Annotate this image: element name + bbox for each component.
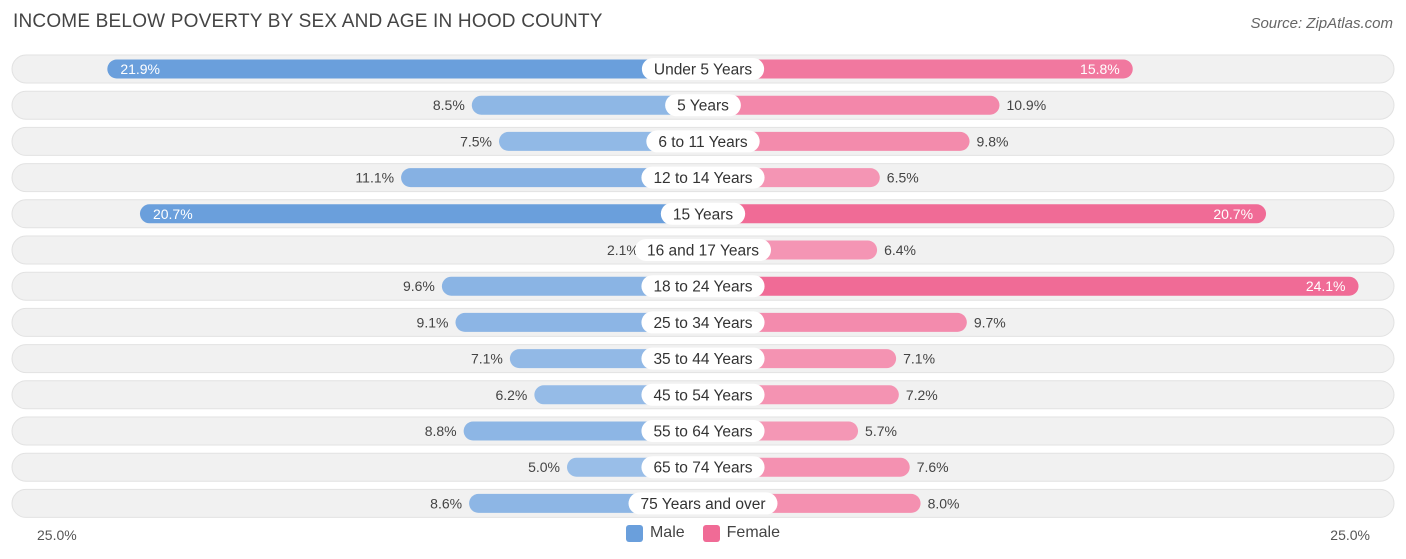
source-credit: Source: ZipAtlas.com — [1250, 15, 1393, 32]
value-label-female: 10.9% — [1006, 97, 1046, 113]
category-label: 45 to 54 Years — [653, 387, 752, 404]
category-pill — [646, 130, 760, 153]
value-label-female: 6.4% — [884, 242, 916, 258]
value-label-female: 9.8% — [977, 133, 1009, 149]
category-label: 25 to 34 Years — [653, 315, 752, 332]
category-label: Under 5 Years — [654, 62, 752, 79]
value-label-male: 6.2% — [495, 387, 527, 403]
chart-title: INCOME BELOW POVERTY BY SEX AND AGE IN H… — [13, 11, 603, 32]
category-pill — [665, 94, 741, 117]
category-pill — [660, 202, 746, 225]
value-label-female: 7.2% — [906, 387, 938, 403]
value-label-female: 24.1% — [1306, 278, 1346, 294]
bar-male — [455, 312, 703, 332]
value-label-male: 8.6% — [430, 495, 462, 511]
category-pill — [641, 275, 765, 298]
category-label: 18 to 24 Years — [653, 279, 752, 296]
bar-chart: 21.9% 15.8% Under 5 Years 8.5% 10.9% 5 Years 7… — [11, 54, 1395, 518]
category-pill — [641, 420, 765, 442]
bar-male — [471, 95, 703, 115]
chart-row: 6.2% 7.2% 45 to 54 Years — [11, 380, 1395, 410]
chart-row: 9.6% 24.1% 18 to 24 Years — [11, 271, 1395, 301]
value-label-female: 15.8% — [1080, 61, 1120, 77]
value-label-male: 9.6% — [403, 278, 435, 294]
bar-male — [139, 204, 703, 224]
category-label: 5 Years — [677, 98, 729, 115]
value-label-female: 6.5% — [887, 170, 919, 186]
bar-female — [703, 276, 1359, 296]
bar-female — [703, 59, 1133, 79]
category-pill — [641, 58, 765, 80]
legend-swatch-male — [625, 524, 643, 542]
chart-row: 8.5% 10.9% 5 Years — [11, 90, 1395, 120]
chart-row: 11.1% 6.5% 12 to 14 Years — [11, 163, 1395, 193]
category-label: 16 and 17 Years — [647, 243, 759, 260]
value-label-male: 11.1% — [355, 170, 394, 186]
category-label: 55 to 64 Years — [653, 424, 752, 441]
value-label-female: 7.6% — [917, 459, 949, 475]
chart-row: 2.1% 6.4% 16 and 17 Years — [11, 235, 1395, 265]
value-label-male: 7.1% — [471, 351, 503, 367]
category-label: 65 to 74 Years — [653, 460, 752, 477]
axis-left-label: 25.0% — [37, 527, 77, 543]
category-label: 6 to 11 Years — [658, 134, 748, 151]
bar-female — [703, 312, 967, 332]
chart-row: 21.9% 15.8% Under 5 Years — [11, 54, 1395, 84]
axis-right-label: 25.0% — [1330, 527, 1370, 543]
category-pill — [634, 239, 772, 261]
value-label-female: 20.7% — [1213, 206, 1253, 222]
category-label: 15 Years — [673, 206, 734, 223]
bar-male — [107, 59, 703, 79]
legend-item-female: Female — [702, 524, 781, 542]
value-label-female: 9.7% — [974, 314, 1006, 330]
value-label-female: 8.0% — [928, 495, 960, 511]
chart-row: 9.1% 9.7% 25 to 34 Years — [11, 307, 1395, 337]
bar-female — [703, 204, 1267, 224]
value-label-female: 7.1% — [903, 351, 935, 367]
value-label-male: 8.5% — [433, 97, 465, 113]
bar-male — [401, 168, 703, 188]
bar-male — [441, 276, 703, 296]
value-label-male: 2.1% — [607, 242, 639, 258]
bar-female — [703, 95, 1000, 115]
category-pill — [641, 166, 765, 189]
legend-label-male: Male — [649, 524, 685, 541]
value-label-male: 5.0% — [528, 459, 560, 475]
value-label-male: 21.9% — [120, 61, 160, 77]
category-pill — [641, 383, 765, 406]
chart-row: 8.6% 8.0% 75 Years and over — [11, 488, 1395, 518]
legend: Male Female — [0, 524, 1406, 542]
chart-row: 8.8% 5.7% 55 to 64 Years — [11, 416, 1395, 446]
category-pill — [641, 456, 765, 479]
category-pill — [641, 347, 765, 370]
value-label-female: 5.7% — [865, 423, 897, 439]
category-label: 75 Years and over — [641, 496, 766, 513]
chart-row: 7.5% 9.8% 6 to 11 Years — [11, 126, 1395, 156]
bar-female — [703, 131, 970, 151]
legend-item-male: Male — [625, 524, 685, 542]
value-label-male: 20.7% — [153, 206, 193, 222]
category-pill — [641, 311, 765, 334]
category-label: 35 to 44 Years — [653, 351, 752, 368]
legend-label-female: Female — [726, 524, 781, 541]
chart-row: 5.0% 7.6% 65 to 74 Years — [11, 452, 1395, 482]
category-pill — [628, 492, 778, 515]
value-label-male: 8.8% — [425, 423, 457, 439]
value-label-male: 9.1% — [417, 314, 449, 330]
category-label: 12 to 14 Years — [653, 170, 752, 187]
chart-row: 20.7% 20.7% 15 Years — [11, 199, 1395, 229]
legend-swatch-female — [702, 524, 720, 542]
chart-row: 7.1% 7.1% 35 to 44 Years — [11, 344, 1395, 374]
value-label-male: 7.5% — [460, 133, 492, 149]
